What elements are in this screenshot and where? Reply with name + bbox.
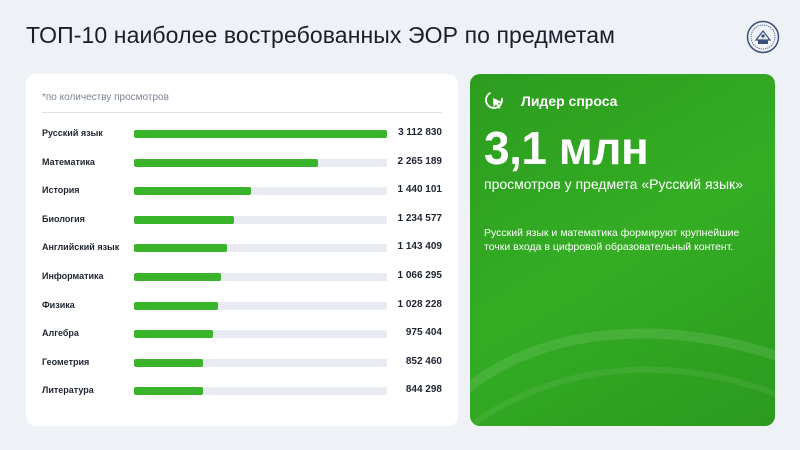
bar-track	[134, 215, 387, 224]
bar-track	[134, 387, 387, 396]
bar-value-label: 852 460	[405, 355, 442, 367]
bar-track	[134, 301, 387, 310]
bar-track	[134, 187, 387, 196]
bar-label: Английский язык	[42, 242, 120, 253]
bar-value-label: 1 440 101	[397, 184, 443, 196]
leader-card: Лидер спроса 3,1 млн просмотров у предме…	[470, 74, 775, 426]
bar	[134, 158, 319, 167]
bar-track	[134, 273, 387, 281]
bar-label: История	[42, 185, 80, 196]
bar-label: Русский язык	[42, 128, 103, 138]
bar-track	[134, 330, 387, 339]
bar-label: Биология	[42, 213, 85, 224]
bar	[134, 273, 221, 281]
bar	[134, 358, 204, 367]
bar-value-label: 1 234 577	[397, 212, 443, 224]
divider	[42, 112, 442, 113]
bar-value-label: 1 028 228	[397, 298, 443, 310]
bar	[134, 244, 227, 253]
cursor-click-icon	[485, 91, 503, 109]
bar-label: Математика	[42, 156, 95, 167]
bar-value-label: 3 112 830	[398, 127, 442, 138]
bar-label: Алгебра	[42, 328, 79, 339]
bar-track	[134, 158, 387, 167]
bar	[134, 301, 218, 310]
bar-label: Информатика	[42, 271, 104, 281]
ministry-emblem-icon	[746, 20, 780, 54]
bar	[134, 130, 387, 138]
bar-value-label: 844 298	[405, 384, 442, 396]
decorative-swoosh	[470, 328, 775, 426]
leader-title: Лидер спроса	[521, 93, 618, 109]
chart-card: *по количеству просмотров Русский язык 3 …	[26, 74, 458, 426]
page-title: ТОП-10 наиболее востребованных ЭОР по пр…	[26, 22, 616, 48]
bar-label: Геометрия	[42, 356, 90, 367]
bar-value-label: 1 066 295	[397, 270, 443, 281]
leader-caption: просмотров у предмета «Русский язык»	[484, 176, 743, 192]
bar-label: Физика	[42, 299, 75, 310]
bar	[134, 330, 214, 339]
bar	[134, 187, 252, 196]
bar-value-label: 1 143 409	[397, 241, 443, 253]
bar-value-label: 2 265 189	[397, 155, 443, 167]
bar	[134, 387, 203, 396]
leader-description: Русский язык и математика формируют круп…	[484, 227, 740, 253]
bar-track	[134, 130, 387, 138]
bar-track	[134, 358, 387, 367]
leader-big-number: 3,1 млн	[484, 122, 649, 174]
bar-label: Литература	[42, 385, 94, 396]
bar	[134, 215, 235, 224]
bar-value-label: 975 404	[405, 327, 442, 339]
chart-note: *по количеству просмотров	[42, 92, 169, 103]
bar-track	[134, 244, 387, 253]
